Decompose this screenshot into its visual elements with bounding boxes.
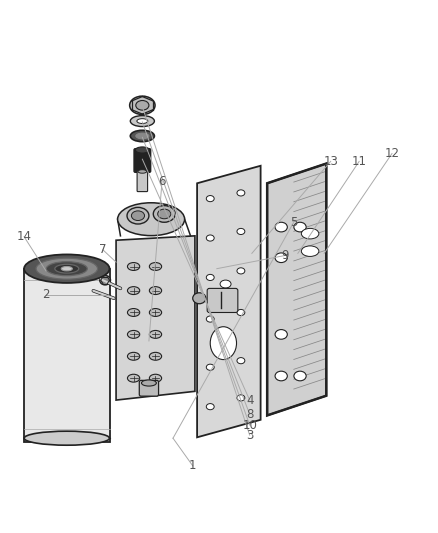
- Ellipse shape: [193, 293, 206, 304]
- Text: 6: 6: [158, 175, 166, 188]
- Ellipse shape: [294, 222, 306, 232]
- Text: 12: 12: [385, 147, 399, 160]
- Ellipse shape: [127, 287, 140, 295]
- Polygon shape: [197, 166, 261, 437]
- Ellipse shape: [275, 371, 287, 381]
- FancyBboxPatch shape: [134, 149, 151, 172]
- Text: 1: 1: [189, 459, 197, 472]
- Ellipse shape: [206, 364, 214, 370]
- Text: 7: 7: [99, 244, 107, 256]
- Text: 10: 10: [242, 418, 257, 432]
- Ellipse shape: [131, 211, 145, 221]
- Ellipse shape: [127, 207, 149, 224]
- Ellipse shape: [301, 229, 319, 239]
- Ellipse shape: [46, 262, 87, 276]
- Text: 3: 3: [246, 429, 253, 442]
- Ellipse shape: [100, 276, 110, 285]
- Ellipse shape: [220, 280, 231, 288]
- Ellipse shape: [206, 316, 214, 322]
- Ellipse shape: [136, 133, 149, 139]
- Ellipse shape: [149, 287, 162, 295]
- Ellipse shape: [301, 246, 319, 256]
- Ellipse shape: [210, 327, 237, 360]
- FancyBboxPatch shape: [207, 288, 238, 312]
- Text: 13: 13: [323, 155, 338, 168]
- Ellipse shape: [275, 222, 287, 232]
- Polygon shape: [116, 236, 195, 400]
- Ellipse shape: [24, 431, 110, 445]
- Ellipse shape: [55, 264, 79, 273]
- Ellipse shape: [275, 253, 287, 263]
- Ellipse shape: [158, 209, 171, 219]
- FancyBboxPatch shape: [137, 171, 148, 191]
- Text: 9: 9: [281, 249, 289, 262]
- Ellipse shape: [149, 330, 162, 338]
- Ellipse shape: [237, 268, 245, 274]
- Ellipse shape: [127, 309, 140, 317]
- Ellipse shape: [24, 254, 110, 283]
- Text: 2: 2: [42, 288, 50, 302]
- Ellipse shape: [130, 96, 155, 115]
- Ellipse shape: [138, 169, 147, 173]
- Text: 4: 4: [246, 393, 254, 407]
- Ellipse shape: [36, 258, 98, 279]
- Ellipse shape: [206, 403, 214, 410]
- Ellipse shape: [153, 206, 175, 222]
- Ellipse shape: [149, 309, 162, 317]
- Ellipse shape: [127, 263, 140, 270]
- Ellipse shape: [149, 263, 162, 270]
- Ellipse shape: [206, 196, 214, 201]
- Ellipse shape: [237, 229, 245, 235]
- Ellipse shape: [206, 235, 214, 241]
- Ellipse shape: [275, 329, 287, 339]
- FancyBboxPatch shape: [24, 269, 110, 442]
- Polygon shape: [267, 164, 326, 415]
- Ellipse shape: [117, 203, 184, 236]
- Ellipse shape: [237, 190, 245, 196]
- Ellipse shape: [61, 266, 72, 271]
- Text: 8: 8: [246, 408, 253, 421]
- Ellipse shape: [206, 274, 214, 280]
- FancyBboxPatch shape: [139, 381, 159, 396]
- Ellipse shape: [127, 374, 140, 382]
- Ellipse shape: [149, 352, 162, 360]
- Text: 11: 11: [352, 155, 367, 168]
- Ellipse shape: [131, 116, 154, 126]
- Text: 5: 5: [290, 216, 297, 229]
- Ellipse shape: [294, 371, 306, 381]
- Ellipse shape: [131, 130, 154, 142]
- Ellipse shape: [136, 101, 149, 110]
- Ellipse shape: [237, 395, 245, 401]
- Ellipse shape: [135, 147, 149, 153]
- Ellipse shape: [237, 358, 245, 364]
- Ellipse shape: [127, 330, 140, 338]
- Ellipse shape: [141, 380, 156, 386]
- Text: 14: 14: [17, 230, 32, 243]
- Ellipse shape: [237, 310, 245, 316]
- Ellipse shape: [137, 119, 148, 124]
- Ellipse shape: [127, 352, 140, 360]
- Ellipse shape: [149, 374, 162, 382]
